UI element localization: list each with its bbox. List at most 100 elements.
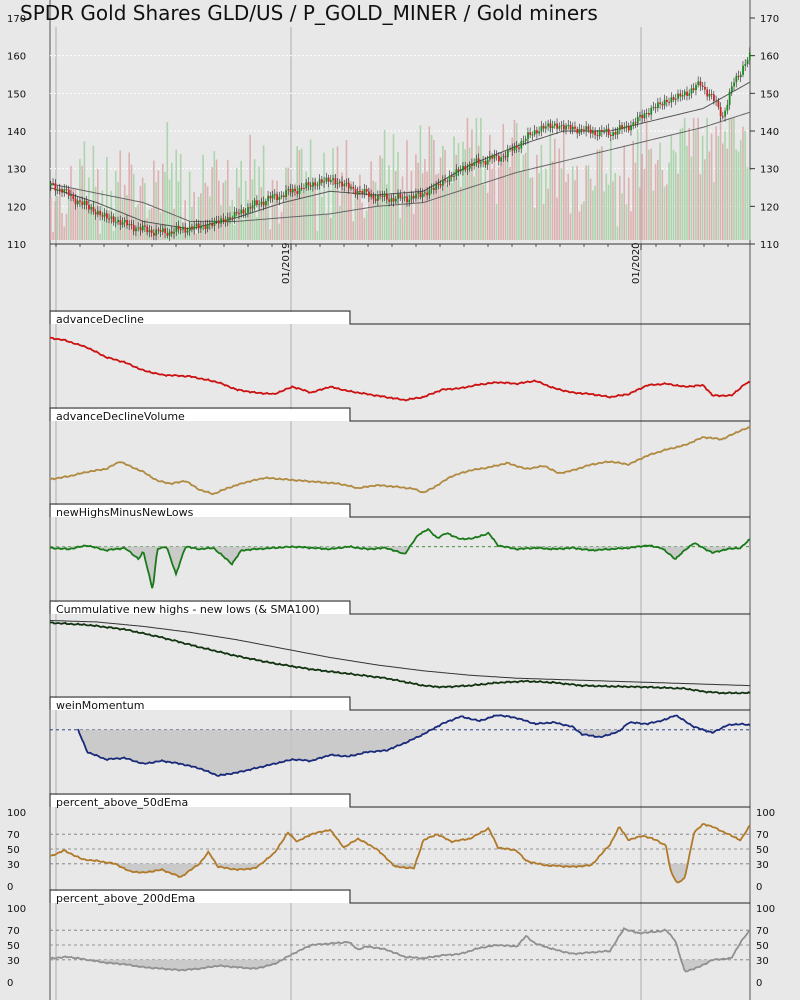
candle-body <box>370 194 373 197</box>
volume-bar <box>267 195 269 240</box>
candle-body <box>601 130 603 132</box>
volume-bar <box>269 229 272 240</box>
panel-title: percent_above_50dEma <box>56 796 188 809</box>
candle-body <box>728 91 731 105</box>
candle-body <box>150 230 153 233</box>
candle-body <box>242 209 245 214</box>
volume-bar <box>399 218 402 240</box>
volume-bar <box>630 211 632 240</box>
volume-bar <box>426 171 428 240</box>
candle-body <box>531 134 534 136</box>
volume-bar <box>715 126 717 240</box>
candle-body <box>540 125 543 132</box>
candle-body <box>558 126 561 129</box>
candle-body <box>352 186 355 189</box>
candle-body <box>513 145 516 151</box>
volume-bar <box>233 225 236 240</box>
candle-body <box>688 93 691 96</box>
candle-body <box>742 65 744 75</box>
candle-body <box>336 183 339 185</box>
candle-body <box>298 187 301 194</box>
panel-header-frame <box>49 600 750 615</box>
below-threshold-fill <box>78 729 750 776</box>
volume-bar <box>643 168 646 240</box>
candle-body <box>690 88 693 94</box>
volume-bar <box>406 140 408 240</box>
candle-body <box>291 188 294 193</box>
candle-body <box>354 188 357 195</box>
candle-body <box>421 193 424 198</box>
candle-body <box>524 138 527 141</box>
volume-bar <box>645 117 648 240</box>
candle-body <box>500 157 503 162</box>
candle-body <box>424 192 426 194</box>
volume-bar <box>386 184 388 240</box>
candle-body <box>97 210 99 215</box>
candle-body <box>670 97 673 103</box>
volume-bar <box>683 117 686 240</box>
candle-body <box>437 183 440 185</box>
volume-bar <box>722 143 724 240</box>
panel-tick-left: 30 <box>7 860 20 871</box>
candle-body <box>146 226 149 233</box>
volume-bar <box>300 148 303 240</box>
volume-bar <box>713 182 715 240</box>
volume-bar <box>462 141 464 240</box>
volume-bar <box>148 209 151 240</box>
candle-body <box>296 191 299 194</box>
candle-body <box>300 187 303 189</box>
candle-body <box>363 189 366 194</box>
candle-body <box>536 130 538 134</box>
volume-bar <box>209 196 211 240</box>
candle-body <box>632 122 635 126</box>
volume-bar <box>318 177 321 240</box>
volume-bar <box>352 221 354 240</box>
volume-bar <box>542 203 545 240</box>
volume-bar <box>522 154 525 240</box>
volume-bar <box>540 144 543 240</box>
candle-body <box>625 125 628 127</box>
volume-bar <box>287 167 290 240</box>
candle-body <box>108 218 111 220</box>
candle-body <box>533 130 536 135</box>
candle-body <box>502 156 505 158</box>
candle-body <box>453 175 455 177</box>
volume-bar <box>428 126 431 240</box>
candle-body <box>475 158 478 163</box>
candle-body <box>596 135 599 137</box>
candle-body <box>179 229 182 231</box>
volume-bar <box>338 205 341 240</box>
volume-bar <box>218 180 220 240</box>
volume-bar <box>538 173 540 240</box>
candle-body <box>356 191 359 195</box>
candle-body <box>262 201 265 206</box>
candle-body <box>739 74 742 77</box>
volume-bar <box>742 126 744 240</box>
below-threshold-fill <box>50 959 750 972</box>
candle-body <box>186 230 189 233</box>
candle-body <box>627 125 630 131</box>
candle-body <box>659 102 662 105</box>
candle-body <box>630 125 632 131</box>
candle-body <box>585 126 588 132</box>
volume-bar <box>166 122 169 240</box>
volume-bar <box>650 148 652 240</box>
candle-body <box>144 225 146 227</box>
volume-bar <box>249 134 251 240</box>
panel-tick-left: 70 <box>7 830 20 841</box>
volume-bar <box>679 128 682 240</box>
panel-title: advanceDeclineVolume <box>56 410 185 423</box>
volume-bar <box>58 185 61 240</box>
panel-tick-left: 0 <box>7 978 13 989</box>
candle-body <box>645 113 648 115</box>
volume-bar <box>536 154 538 240</box>
candle-body <box>394 198 397 202</box>
panel-tick-right: 30 <box>756 860 769 871</box>
candle-body <box>482 160 485 163</box>
volume-bar <box>697 117 699 240</box>
candle-body <box>455 169 458 176</box>
candle-body <box>81 201 84 205</box>
candle-body <box>529 132 532 135</box>
candle-body <box>309 185 312 187</box>
panel-tick-left: 50 <box>7 845 20 856</box>
